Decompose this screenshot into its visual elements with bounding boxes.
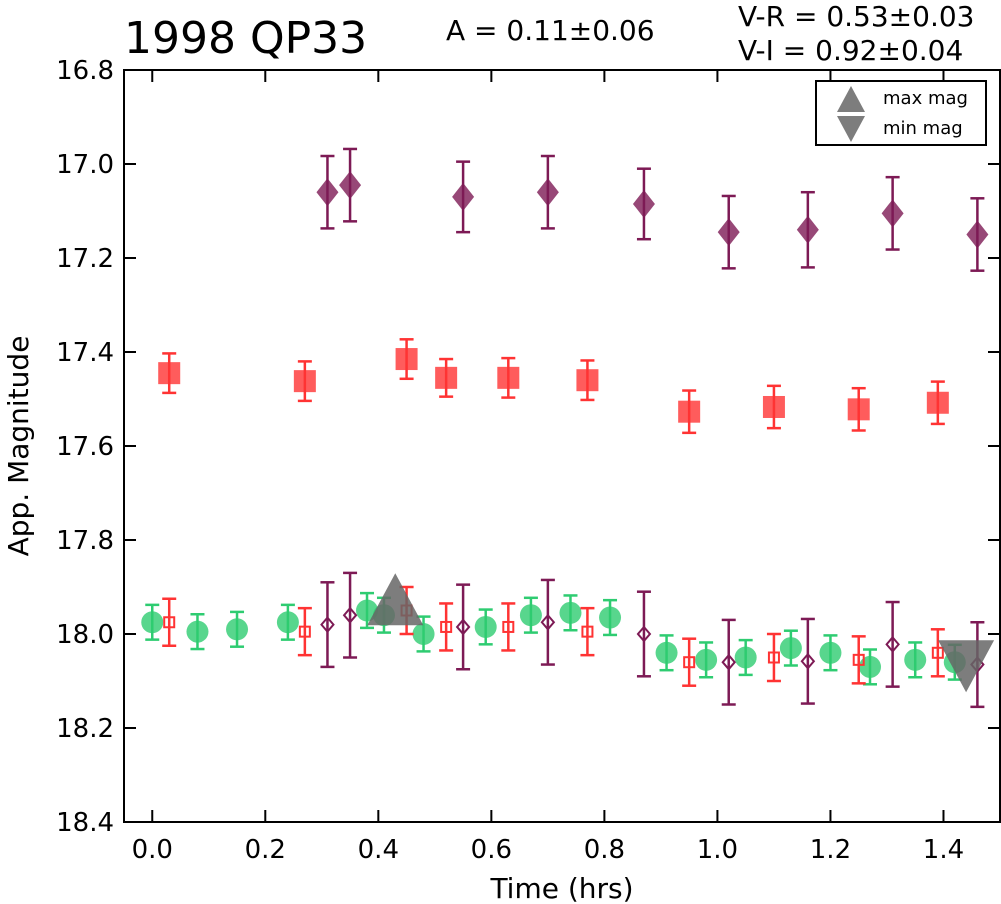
color-index-vi: V-I = 0.92±0.04 — [738, 34, 964, 67]
data-point-square — [767, 651, 780, 664]
data-point-square — [158, 362, 181, 385]
triangle-up-icon — [837, 86, 865, 112]
data-point-diamond — [796, 215, 819, 244]
chart-marks — [141, 147, 995, 709]
data-point-diamond — [636, 625, 652, 643]
data-point-circle — [412, 623, 435, 645]
data-point-circle — [276, 611, 299, 634]
y-axis-label: App. Magnitude — [2, 336, 35, 557]
data-point-circle — [599, 606, 622, 629]
data-point-circle — [695, 648, 718, 671]
data-point-diamond — [455, 618, 471, 636]
data-point-square — [576, 369, 599, 392]
data-point-square — [502, 620, 515, 633]
y-tick-label: 17.8 — [56, 526, 114, 556]
data-point-square — [931, 646, 944, 659]
x-tick-label: 0.4 — [358, 835, 399, 865]
y-tick-label: 17.0 — [56, 150, 114, 180]
y-tick-label: 16.8 — [56, 56, 114, 86]
data-point-circle — [655, 641, 678, 664]
data-point-diamond — [721, 653, 737, 671]
data-point-square — [163, 616, 176, 629]
data-point-diamond — [452, 182, 475, 211]
axis-ticks: 0.0 0.2 0.4 0.6 0.8 1.0 1.2 1.4 16.8 17.0 17.2 17.4… — [56, 56, 1000, 865]
data-point-diamond — [320, 616, 335, 634]
legend-label: max mag — [883, 88, 968, 109]
data-point-diamond — [717, 218, 740, 247]
y-tick-label: 17.6 — [56, 432, 114, 462]
data-point-diamond — [339, 171, 362, 200]
data-point-circle — [904, 648, 927, 671]
y-tick-label: 18.4 — [56, 808, 114, 838]
triangle-down-icon — [837, 116, 865, 142]
x-tick-label: 0.6 — [471, 835, 512, 865]
chart-title: 1998 QP33 — [124, 13, 368, 64]
data-point-square — [762, 395, 785, 418]
data-point-circle — [474, 615, 497, 638]
x-tick-label: 1.4 — [923, 835, 964, 865]
amplitude-label: A = 0.11±0.06 — [446, 14, 655, 47]
min-mag-marker — [938, 640, 995, 693]
max-mag-marker — [367, 573, 424, 626]
data-point-diamond — [966, 220, 989, 249]
data-point-circle — [779, 637, 802, 660]
data-point-diamond — [316, 178, 339, 207]
y-tick-label: 17.2 — [56, 244, 114, 274]
x-axis-label: Time (hrs) — [489, 872, 633, 904]
x-tick-label: 1.0 — [697, 835, 738, 865]
data-point-circle — [859, 655, 882, 678]
data-point-diamond — [881, 199, 904, 228]
data-point-diamond — [800, 652, 816, 670]
data-point-diamond — [540, 613, 556, 631]
y-tick-label: 18.2 — [56, 714, 114, 744]
data-point-square — [852, 653, 865, 666]
data-point-square — [440, 620, 453, 633]
y-tick-label: 17.4 — [56, 338, 114, 368]
data-point-diamond — [536, 178, 559, 207]
data-point-square — [683, 656, 696, 669]
x-tick-label: 1.2 — [810, 835, 851, 865]
data-point-circle — [186, 620, 209, 643]
data-point-square — [435, 366, 458, 389]
data-point-square — [298, 625, 311, 638]
x-tick-label: 0.8 — [584, 835, 625, 865]
data-point-circle — [226, 618, 249, 641]
data-point-circle — [141, 611, 164, 634]
data-point-square — [395, 348, 418, 371]
data-point-diamond — [632, 189, 655, 218]
data-point-square — [678, 400, 701, 423]
color-index-vr: V-R = 0.53±0.03 — [738, 0, 975, 33]
data-point-circle — [559, 601, 582, 624]
data-point-circle — [519, 604, 542, 627]
data-point-square — [497, 366, 520, 389]
x-tick-label: 0.2 — [245, 835, 286, 865]
data-point-diamond — [342, 606, 358, 624]
x-tick-label: 0.0 — [132, 835, 173, 865]
plot-frame — [123, 69, 1001, 823]
data-point-square — [926, 391, 949, 414]
data-point-square — [293, 370, 316, 393]
data-point-square — [581, 625, 594, 638]
data-point-circle — [734, 646, 757, 669]
data-point-circle — [819, 641, 842, 664]
y-tick-label: 18.0 — [56, 620, 114, 650]
data-point-diamond — [885, 635, 900, 653]
legend-item-max-mag: max mag — [817, 84, 985, 114]
legend-label: min mag — [883, 118, 963, 139]
legend-item-min-mag: min mag — [817, 114, 985, 144]
data-point-square — [847, 398, 870, 421]
chart-legend: max mag min mag — [815, 80, 987, 146]
